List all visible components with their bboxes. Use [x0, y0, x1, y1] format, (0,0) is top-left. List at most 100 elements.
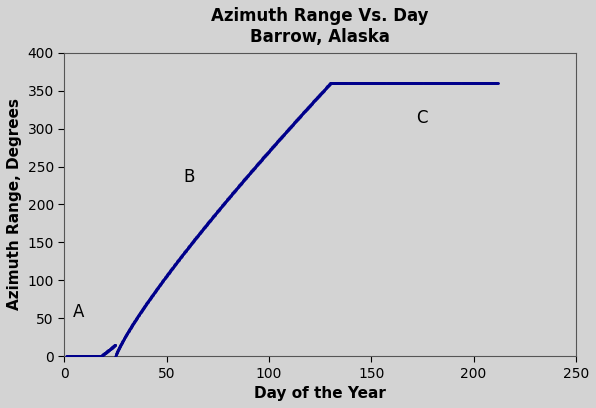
Point — [99, 350, 108, 357]
Point — [78, 353, 88, 359]
Point — [83, 353, 93, 359]
Point — [277, 133, 287, 140]
Point — [186, 241, 195, 248]
Point — [309, 98, 319, 104]
Point — [184, 244, 194, 250]
Point — [220, 200, 229, 206]
Point — [119, 336, 129, 342]
Point — [125, 326, 134, 332]
Point — [172, 259, 181, 266]
Point — [77, 353, 87, 359]
Point — [259, 153, 269, 160]
Point — [399, 80, 409, 86]
Point — [106, 345, 116, 352]
Point — [288, 121, 297, 127]
Point — [331, 80, 340, 86]
Point — [305, 103, 314, 109]
Point — [238, 177, 248, 184]
Point — [358, 80, 368, 86]
Point — [480, 80, 490, 86]
Point — [482, 80, 492, 86]
Point — [107, 345, 116, 351]
Point — [133, 313, 142, 319]
Point — [68, 353, 77, 359]
Point — [253, 160, 263, 167]
Point — [381, 80, 390, 86]
Point — [272, 138, 282, 145]
Point — [75, 353, 85, 359]
Point — [247, 167, 257, 174]
Point — [119, 337, 128, 343]
Point — [128, 321, 138, 328]
Point — [79, 353, 88, 359]
Point — [456, 80, 465, 86]
Point — [92, 353, 102, 359]
Point — [457, 80, 466, 86]
Point — [305, 102, 315, 109]
Point — [277, 134, 286, 140]
Point — [493, 80, 502, 86]
Point — [396, 80, 405, 86]
Point — [108, 343, 118, 350]
Point — [274, 137, 284, 143]
Point — [262, 151, 271, 157]
Point — [281, 128, 291, 135]
Point — [466, 80, 476, 86]
Point — [480, 80, 489, 86]
Point — [195, 229, 205, 236]
Point — [69, 353, 79, 359]
Point — [160, 274, 170, 281]
Point — [222, 197, 231, 203]
Point — [198, 226, 207, 233]
Point — [491, 80, 501, 86]
Point — [69, 353, 78, 359]
Point — [312, 94, 322, 101]
Point — [313, 93, 323, 100]
Point — [240, 176, 250, 182]
Point — [183, 244, 193, 251]
Point — [263, 149, 272, 156]
Point — [431, 80, 440, 86]
Point — [404, 80, 414, 86]
Point — [294, 114, 304, 120]
Point — [132, 315, 141, 322]
Point — [117, 338, 127, 344]
Point — [260, 153, 269, 160]
Point — [247, 168, 256, 174]
Point — [362, 80, 372, 86]
Point — [461, 80, 470, 86]
Point — [257, 156, 266, 163]
Point — [365, 80, 375, 86]
Point — [229, 189, 238, 195]
Point — [264, 148, 274, 154]
Point — [238, 177, 248, 184]
Point — [161, 274, 170, 280]
Point — [285, 124, 295, 131]
Point — [103, 348, 113, 354]
Point — [187, 239, 197, 246]
Point — [462, 80, 471, 86]
Point — [67, 353, 76, 359]
Point — [139, 304, 149, 310]
Point — [180, 248, 190, 255]
Point — [461, 80, 470, 86]
Point — [473, 80, 482, 86]
Point — [89, 353, 99, 359]
Point — [400, 80, 409, 86]
Point — [169, 263, 179, 269]
Point — [365, 80, 374, 86]
Point — [182, 246, 192, 252]
Point — [74, 353, 83, 359]
Point — [139, 304, 149, 310]
Point — [315, 91, 325, 98]
Point — [168, 264, 178, 271]
Point — [430, 80, 440, 86]
Text: C: C — [416, 109, 428, 126]
Point — [287, 123, 296, 129]
Point — [340, 80, 350, 86]
Point — [231, 187, 240, 193]
Point — [207, 215, 216, 221]
Point — [316, 91, 325, 97]
Point — [122, 331, 131, 337]
Point — [228, 189, 238, 196]
